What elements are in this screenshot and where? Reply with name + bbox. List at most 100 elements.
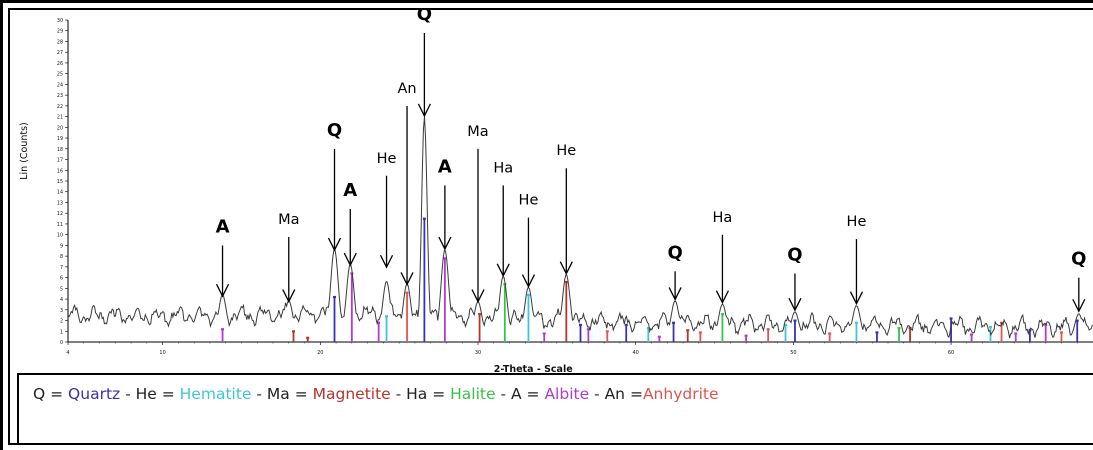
reference-stick-cap <box>405 291 409 294</box>
x-tick-label: 20 <box>317 350 323 356</box>
y-tick-label: 23 <box>57 93 63 99</box>
y-tick-label: 24 <box>57 82 63 88</box>
chart-axes: 0123456789101112131415161718192021222324… <box>57 18 1093 356</box>
reference-stick-cap <box>443 257 447 260</box>
reference-stick-cap <box>970 333 974 336</box>
reference-stick-cap <box>586 328 590 331</box>
reference-stick-cap <box>292 330 295 333</box>
x-tick-label: 50 <box>790 350 796 356</box>
annotation-label: Q <box>1071 249 1086 270</box>
y-tick-label: 18 <box>57 147 63 153</box>
reference-stick-cap <box>306 336 310 339</box>
y-tick-label: 13 <box>57 200 63 206</box>
legend-box: Q = Quartz - He = Hematite - Ma = Magnet… <box>17 373 1093 445</box>
annotation-label: An <box>397 81 416 97</box>
annotation-arrow-head <box>559 261 573 276</box>
annotation-label: Ma <box>467 124 488 140</box>
x-tick-label: 4 <box>66 350 69 356</box>
legend-phase-name: Albite <box>544 385 590 403</box>
reference-stick-cap <box>377 321 381 324</box>
x-axis-label: 2-Theta - Scale <box>494 364 573 375</box>
y-tick-label: 5 <box>60 286 63 292</box>
reference-stick-cap <box>579 323 582 327</box>
y-tick-label: 27 <box>57 50 63 56</box>
legend-equals: = <box>427 385 451 403</box>
y-tick-label: 4 <box>60 297 63 303</box>
x-tick-label: 30 <box>475 350 481 356</box>
annotation-label: Q <box>417 10 432 25</box>
reference-stick-cap <box>657 335 661 338</box>
y-tick-label: 0 <box>60 340 63 346</box>
x-tick-label: 10 <box>159 350 165 356</box>
legend-equals: = <box>521 385 545 403</box>
legend-code: An <box>604 385 626 403</box>
legend-phase-name: Quartz <box>68 385 121 403</box>
legend-equals: = <box>45 385 69 403</box>
annotation-arrow-head <box>343 252 357 267</box>
y-tick-label: 30 <box>57 18 63 24</box>
reference-stick-cap <box>605 330 609 333</box>
y-tick-label: 25 <box>57 72 63 78</box>
y-tick-label: 1 <box>60 329 63 335</box>
axis-labels: Lin (Counts) 2-Theta - Scale <box>19 122 573 375</box>
diffraction-trace <box>67 116 1093 339</box>
reference-stick-cap <box>478 313 482 316</box>
reference-stick-cap <box>624 323 628 327</box>
figure-frame <box>8 8 1093 445</box>
reference-stick-cap <box>542 332 546 335</box>
annotation-arrow-head <box>417 103 431 118</box>
annotation-arrow-head <box>715 290 730 305</box>
annotation-label: A <box>216 217 230 238</box>
annotation-label: Q <box>787 244 802 265</box>
y-tick-label: 14 <box>57 190 63 196</box>
diffraction-line <box>67 116 1093 339</box>
y-tick-label: 2 <box>60 319 63 325</box>
reference-stick-cap <box>672 321 676 324</box>
legend-phase-name: Halite <box>450 385 496 403</box>
annotation-arrow-head <box>668 287 682 301</box>
reference-stick-cap <box>854 321 858 324</box>
annotation-label: He <box>519 193 539 209</box>
y-tick-label: 12 <box>57 211 63 217</box>
legend-code: A <box>511 385 522 403</box>
reference-stick-cap <box>646 327 650 330</box>
annotation-arrow-head <box>1072 298 1086 313</box>
x-tick-label: 60 <box>948 350 954 356</box>
reference-stick-cap <box>1014 332 1018 335</box>
y-tick-label: 21 <box>57 115 63 121</box>
annotation-label: He <box>377 151 397 167</box>
annotation-arrow-head <box>327 237 342 252</box>
legend-code: Q <box>33 385 46 403</box>
y-tick-label: 15 <box>57 179 63 185</box>
reference-stick-cap <box>908 327 912 330</box>
reference-stick-cap <box>564 280 568 284</box>
y-axis-label: Lin (Counts) <box>19 122 30 180</box>
reference-stick-cap <box>828 332 832 335</box>
y-tick-label: 11 <box>57 222 63 228</box>
reference-stick-cap <box>1075 319 1079 322</box>
reference-stick-cap <box>897 327 901 330</box>
annotation-arrow-head <box>215 283 230 298</box>
legend-equals: = <box>625 385 643 403</box>
annotation-arrow-head <box>282 289 296 304</box>
y-tick-label: 20 <box>57 125 63 131</box>
legend-separator: - <box>589 385 605 403</box>
reference-stick-cap <box>698 331 702 334</box>
phase-legend: Q = Quartz - He = Hematite - Ma = Magnet… <box>33 385 719 403</box>
annotation-label: Ma <box>278 212 299 228</box>
annotation-label: A <box>343 180 357 201</box>
y-tick-label: 3 <box>60 308 63 314</box>
reference-stick-cap <box>744 334 748 337</box>
reference-stick-cap <box>221 328 225 331</box>
reference-stick-cap <box>1059 331 1063 334</box>
annotation-label: Q <box>327 120 342 141</box>
annotation-arrow-head <box>471 289 485 304</box>
reference-stick-cap <box>686 329 690 332</box>
legend-separator: - <box>251 385 267 403</box>
peak-annotations: A Ma Q A He An Q A Ma Ha He He Q Ha Q He Q <box>215 10 1086 313</box>
y-tick-label: 8 <box>60 254 63 260</box>
reference-stick-cap <box>784 323 787 327</box>
annotation-arrow-head <box>849 291 864 306</box>
reference-stick-cap <box>989 325 992 329</box>
y-tick-label: 28 <box>57 39 63 45</box>
